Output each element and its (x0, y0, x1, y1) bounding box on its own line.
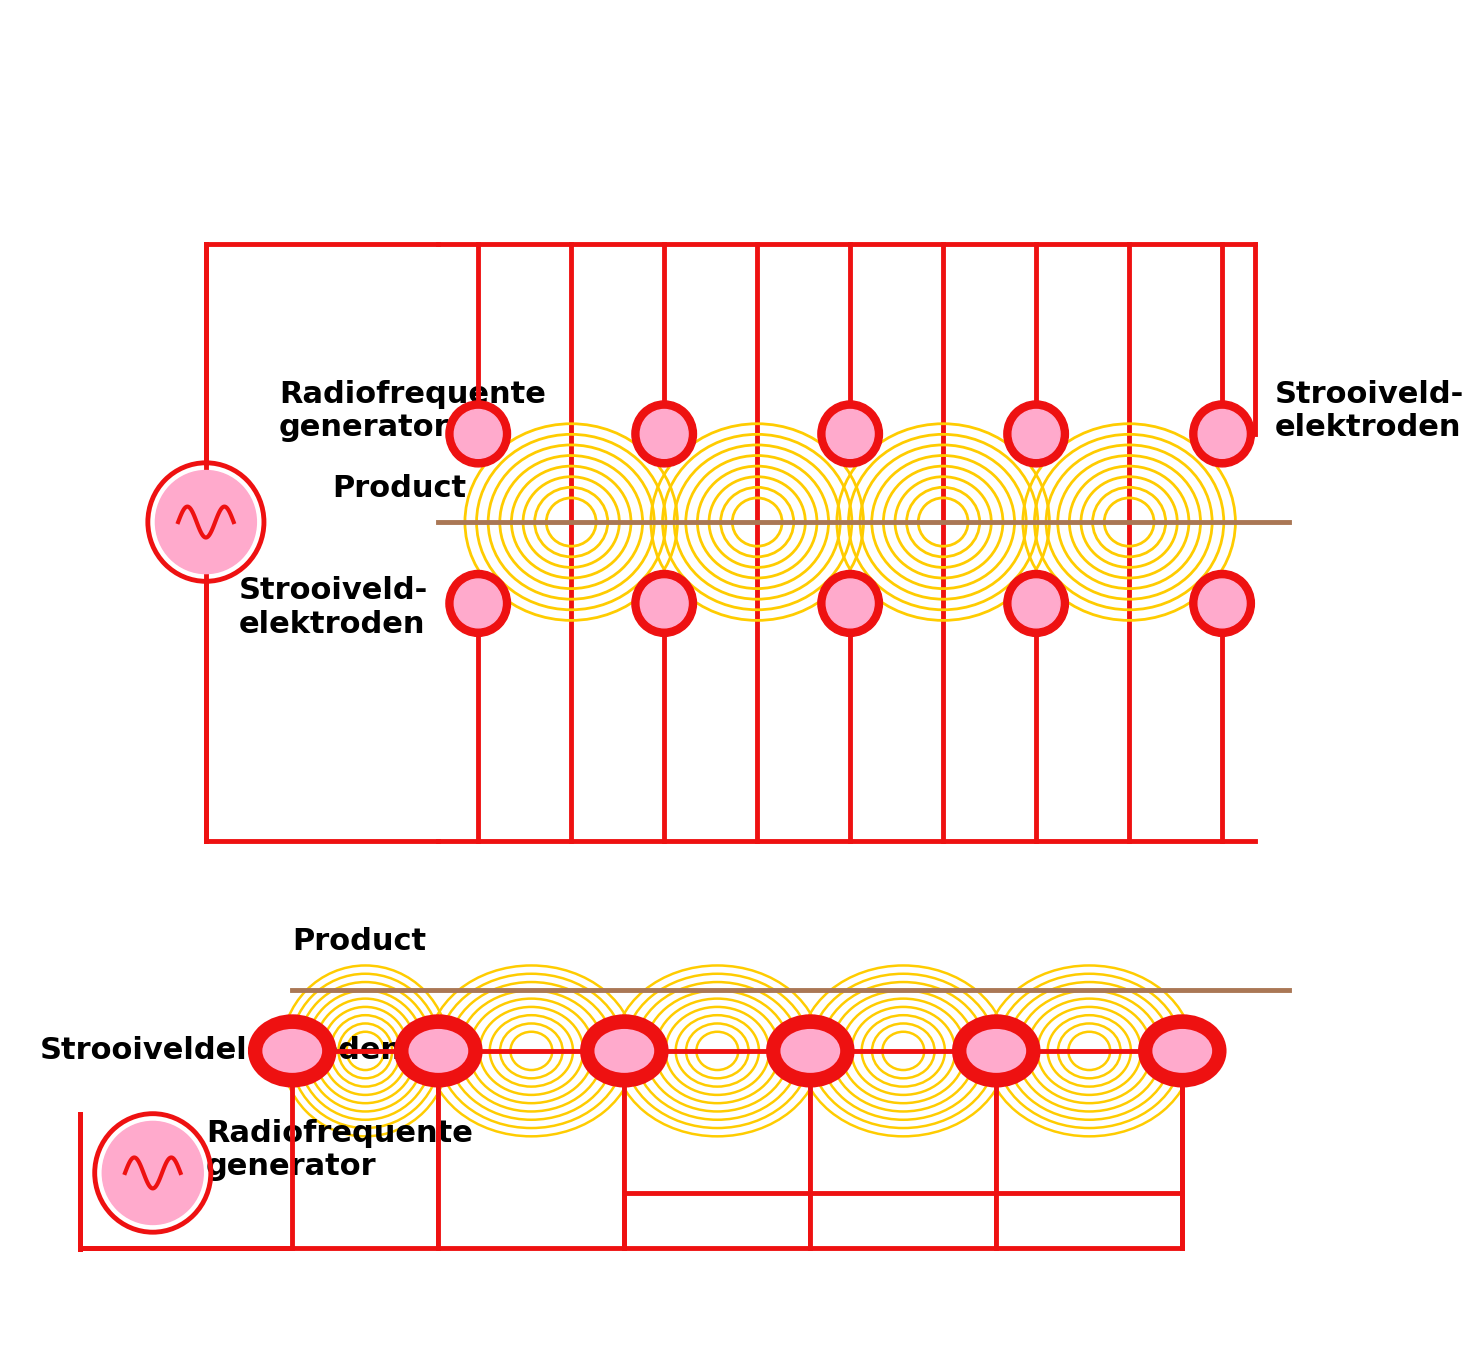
Circle shape (640, 579, 687, 628)
Text: Radiofrequente
generator: Radiofrequente generator (280, 380, 546, 442)
Circle shape (1013, 579, 1060, 628)
Circle shape (1189, 571, 1254, 636)
Ellipse shape (250, 1017, 334, 1085)
Circle shape (826, 410, 874, 458)
Ellipse shape (768, 1017, 852, 1085)
Circle shape (631, 401, 696, 466)
Circle shape (818, 401, 882, 466)
Ellipse shape (595, 1029, 654, 1073)
Text: Product: Product (293, 928, 427, 956)
Text: Strooiveldelektroden: Strooiveldelektroden (40, 1036, 403, 1066)
Circle shape (1198, 410, 1245, 458)
Circle shape (102, 1121, 203, 1224)
Ellipse shape (1153, 1029, 1211, 1073)
Text: Strooiveld-
elektroden: Strooiveld- elektroden (238, 576, 428, 639)
Circle shape (455, 410, 502, 458)
Ellipse shape (954, 1017, 1038, 1085)
Circle shape (1198, 579, 1245, 628)
Circle shape (1004, 401, 1069, 466)
Ellipse shape (1141, 1017, 1225, 1085)
Text: Strooiveld-
elektroden: Strooiveld- elektroden (1275, 380, 1465, 442)
Circle shape (1013, 410, 1060, 458)
Circle shape (446, 401, 511, 466)
Text: Product: Product (333, 473, 467, 503)
Circle shape (156, 471, 256, 574)
Circle shape (818, 571, 882, 636)
Circle shape (1004, 571, 1069, 636)
Circle shape (455, 579, 502, 628)
Ellipse shape (408, 1029, 468, 1073)
Ellipse shape (396, 1017, 480, 1085)
Circle shape (640, 410, 687, 458)
Circle shape (826, 579, 874, 628)
Ellipse shape (583, 1017, 667, 1085)
Circle shape (631, 571, 696, 636)
Ellipse shape (262, 1029, 322, 1073)
Ellipse shape (780, 1029, 841, 1073)
Ellipse shape (967, 1029, 1026, 1073)
Text: Radiofrequente
generator: Radiofrequente generator (206, 1119, 473, 1181)
Circle shape (446, 571, 511, 636)
Circle shape (1189, 401, 1254, 466)
